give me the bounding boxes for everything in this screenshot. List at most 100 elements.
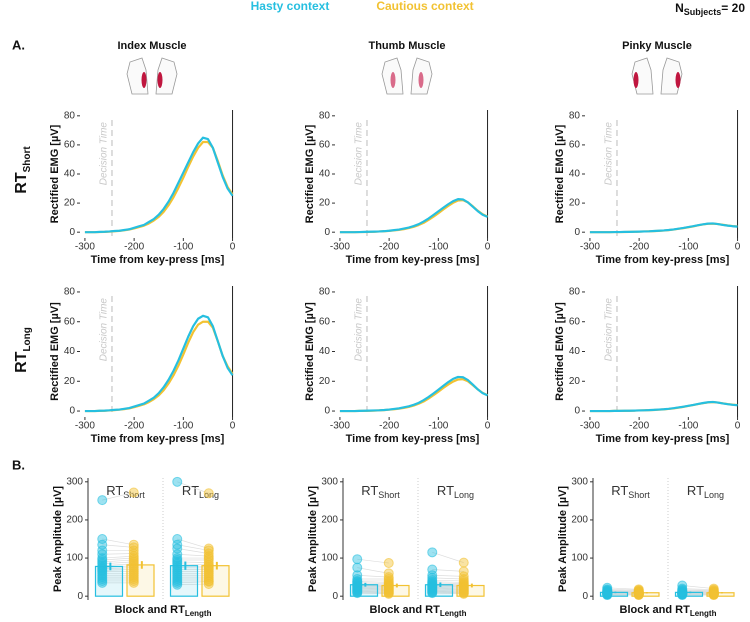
subject-line — [357, 581, 389, 583]
subject-point — [352, 554, 363, 565]
subject-point — [172, 539, 183, 550]
y-tick-label: 300 — [571, 476, 588, 487]
subject-line — [177, 553, 209, 557]
y-axis-label: Rectified EMG [µV] — [49, 124, 61, 223]
y-tick-label: 200 — [321, 515, 338, 526]
subject-line — [432, 552, 464, 563]
y-axis-label: Rectified EMG [µV] — [304, 124, 316, 223]
subject-line — [357, 590, 389, 592]
group-label: RTLong — [182, 483, 219, 500]
x-tick-label: -200 — [629, 421, 649, 432]
group-label-main: RT — [611, 483, 628, 498]
muscle-highlight — [141, 72, 147, 88]
subject-line — [357, 592, 389, 594]
subject-line — [102, 555, 134, 559]
subject-line — [357, 587, 389, 589]
subject-line — [432, 589, 464, 592]
y-tick-label: 0 — [574, 227, 580, 238]
subject-line — [177, 561, 209, 563]
subject-point — [708, 590, 719, 601]
group-label-main: RT — [687, 483, 704, 498]
group-label-sub: Long — [454, 490, 474, 500]
emg-line — [339, 199, 489, 234]
group-label: RTLong — [687, 483, 724, 500]
subject-line — [102, 567, 134, 570]
subject-line — [357, 592, 389, 595]
emg-line — [339, 375, 488, 413]
subject-line — [357, 591, 389, 593]
group-label-sub: Long — [199, 490, 219, 500]
subject-line — [682, 589, 714, 591]
x-tick-label: 0 — [485, 242, 491, 253]
subject-point — [602, 590, 613, 601]
bar — [674, 591, 704, 597]
x-tick-label: -300 — [330, 242, 350, 253]
subject-point — [128, 487, 139, 498]
subject-line — [432, 592, 464, 594]
y-tick-label: 100 — [321, 553, 338, 564]
x-axis-label: Time from key-press [ms] — [596, 433, 730, 445]
x-axis-label: Time from key-press [ms] — [91, 254, 225, 266]
subject-count-n: N — [675, 1, 684, 15]
y-tick-label: 60 — [319, 140, 331, 151]
subject-point — [203, 576, 214, 587]
subject-line — [682, 585, 714, 589]
x-tick-label: -300 — [580, 421, 600, 432]
subject-line — [682, 590, 714, 592]
y-tick-label: 40 — [64, 169, 76, 180]
decision-label: Decision Time — [604, 122, 615, 186]
row-label: RTShort — [13, 146, 32, 194]
x-tick-label: -100 — [428, 421, 448, 432]
subject-point — [97, 539, 108, 550]
subject-line — [432, 592, 464, 595]
muscle-highlight — [390, 72, 396, 88]
x-tick-label: -300 — [75, 242, 95, 253]
y-tick-label: 20 — [64, 198, 76, 209]
emg-line — [589, 222, 738, 234]
x-tick-label: -100 — [678, 242, 698, 253]
y-tick-label: 200 — [571, 515, 588, 526]
subject-line — [177, 544, 209, 551]
y-axis-label: Peak Amplitude [µV] — [52, 486, 64, 593]
y-tick-label: 40 — [569, 169, 581, 180]
y-tick-label: 300 — [321, 476, 338, 487]
subject-line — [357, 574, 389, 578]
subject-point — [427, 588, 438, 599]
subject-point — [97, 495, 108, 506]
x-tick-label: -200 — [379, 421, 399, 432]
group-label: RTLong — [437, 483, 474, 500]
subject-point — [172, 543, 183, 554]
subject-line — [432, 591, 464, 593]
subject-line — [357, 585, 389, 587]
y-tick-label: 80 — [64, 110, 76, 121]
group-label-sub: Short — [378, 490, 400, 500]
subject-point — [97, 545, 108, 556]
subject-line — [432, 574, 464, 577]
y-axis-label: Peak Amplitude [µV] — [307, 486, 319, 593]
y-tick-label: 80 — [319, 110, 331, 121]
subject-line — [432, 569, 464, 572]
subject-line — [607, 587, 639, 590]
subject-point — [203, 545, 214, 556]
subject-line — [432, 585, 464, 587]
subject-line — [607, 589, 639, 592]
emg-line — [84, 136, 234, 234]
bar — [631, 592, 660, 597]
x-tick-label: -100 — [678, 421, 698, 432]
subject-line — [357, 589, 389, 592]
subject-line — [177, 583, 209, 586]
y-tick-label: 80 — [64, 287, 76, 298]
row-label-sub: Short — [22, 146, 33, 173]
subject-line — [357, 585, 389, 588]
subject-point — [427, 564, 438, 575]
row-label-main: RT — [13, 172, 30, 194]
x-axis-label-main: Block and RT — [115, 604, 186, 616]
y-tick-label: 60 — [64, 140, 76, 151]
group-label: RTShort — [611, 483, 650, 500]
subject-line — [102, 569, 134, 571]
emg-line — [589, 400, 738, 413]
muscle-highlight — [633, 72, 639, 88]
muscle-highlight — [418, 72, 424, 88]
y-axis-label: Rectified EMG [µV] — [49, 302, 61, 401]
